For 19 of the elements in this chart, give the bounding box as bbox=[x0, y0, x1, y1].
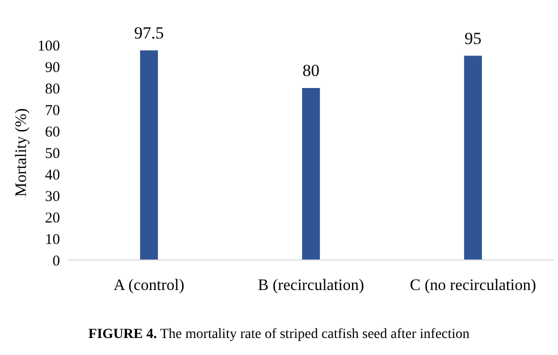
y-tick-label: 70 bbox=[45, 102, 60, 119]
y-tick-label: 60 bbox=[45, 124, 60, 140]
data-label: 95 bbox=[464, 28, 482, 48]
y-tick-label: 100 bbox=[38, 38, 60, 54]
x-tick-label: A (control) bbox=[114, 277, 184, 294]
y-tick-label: 10 bbox=[45, 232, 60, 248]
text: FIGURE 4. The mortality rate of striped catfish seed after infection bbox=[88, 327, 470, 342]
y-tick-label: 0 bbox=[52, 253, 60, 270]
y-tick-label: 40 bbox=[45, 167, 60, 184]
y-tick-label: 50 bbox=[45, 146, 60, 162]
y-tick-label: 80 bbox=[45, 81, 60, 98]
y-tick-label: 30 bbox=[45, 188, 60, 205]
y-tick-label: 20 bbox=[45, 210, 60, 226]
y-tick-label: 90 bbox=[45, 60, 60, 76]
data-label: 97.5 bbox=[134, 23, 164, 42]
y-axis-title: Mortality (%) bbox=[13, 108, 30, 197]
data-label: 80 bbox=[302, 61, 320, 80]
x-tick-label: C (no recirculation) bbox=[410, 277, 536, 294]
x-tick-label: B (recirculation) bbox=[258, 277, 364, 294]
